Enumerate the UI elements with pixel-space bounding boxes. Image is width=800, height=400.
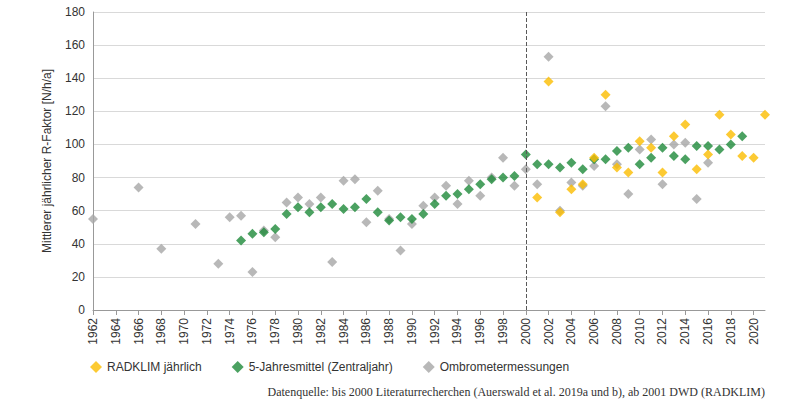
svg-text:1966: 1966 xyxy=(132,318,146,345)
svg-text:80: 80 xyxy=(72,171,86,185)
svg-text:1998: 1998 xyxy=(496,318,510,345)
svg-text:140: 140 xyxy=(65,71,85,85)
svg-text:5-Jahresmittel (Zentraljahr): 5-Jahresmittel (Zentraljahr) xyxy=(249,360,393,374)
svg-text:Ombrometermessungen: Ombrometermessungen xyxy=(440,360,569,374)
svg-text:2008: 2008 xyxy=(610,318,624,345)
svg-text:1978: 1978 xyxy=(268,318,282,345)
svg-text:RADKLIM jährlich: RADKLIM jährlich xyxy=(107,360,202,374)
svg-text:40: 40 xyxy=(72,237,86,251)
svg-text:1984: 1984 xyxy=(337,318,351,345)
svg-text:60: 60 xyxy=(72,204,86,218)
svg-text:1976: 1976 xyxy=(245,318,259,345)
svg-text:2000: 2000 xyxy=(519,318,533,345)
svg-text:1964: 1964 xyxy=(109,318,123,345)
svg-text:Datenquelle: bis 2000 Literatu: Datenquelle: bis 2000 Literaturrecherche… xyxy=(267,385,765,399)
svg-text:2020: 2020 xyxy=(747,318,761,345)
svg-text:20: 20 xyxy=(72,270,86,284)
svg-text:2010: 2010 xyxy=(633,318,647,345)
svg-text:160: 160 xyxy=(65,38,85,52)
svg-text:2014: 2014 xyxy=(678,318,692,345)
svg-text:1990: 1990 xyxy=(405,318,419,345)
svg-text:1986: 1986 xyxy=(359,318,373,345)
svg-text:2016: 2016 xyxy=(701,318,715,345)
svg-text:Mittlerer jährlicher R-Faktor: Mittlerer jährlicher R-Faktor [N/h/a] xyxy=(40,69,54,253)
svg-text:1996: 1996 xyxy=(473,318,487,345)
svg-text:2012: 2012 xyxy=(655,318,669,345)
svg-text:120: 120 xyxy=(65,104,85,118)
svg-text:1994: 1994 xyxy=(450,318,464,345)
svg-text:1972: 1972 xyxy=(200,318,214,345)
svg-text:1992: 1992 xyxy=(428,318,442,345)
svg-text:180: 180 xyxy=(65,5,85,19)
svg-text:1980: 1980 xyxy=(291,318,305,345)
svg-text:1974: 1974 xyxy=(223,318,237,345)
svg-text:100: 100 xyxy=(65,137,85,151)
svg-text:0: 0 xyxy=(78,303,85,317)
svg-text:1970: 1970 xyxy=(177,318,191,345)
svg-text:2006: 2006 xyxy=(587,318,601,345)
svg-text:2004: 2004 xyxy=(564,318,578,345)
svg-text:1962: 1962 xyxy=(86,318,100,345)
svg-text:2018: 2018 xyxy=(724,318,738,345)
svg-text:1982: 1982 xyxy=(314,318,328,345)
svg-text:1988: 1988 xyxy=(382,318,396,345)
svg-text:1968: 1968 xyxy=(154,318,168,345)
svg-text:2002: 2002 xyxy=(542,318,556,345)
